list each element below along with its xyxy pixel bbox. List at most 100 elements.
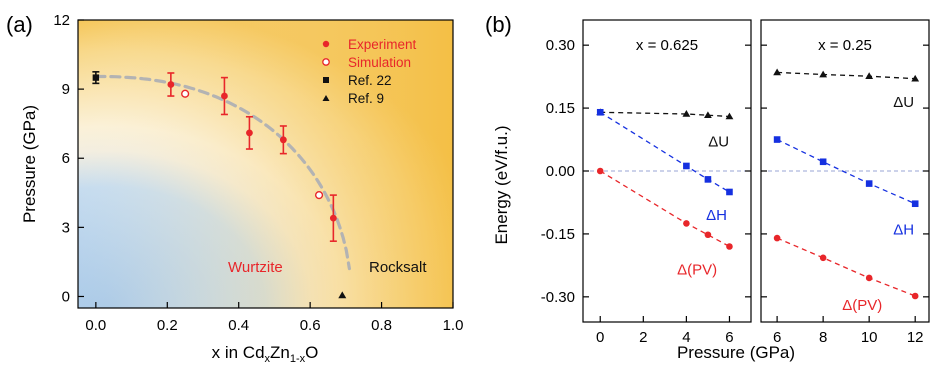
phase-boundary [94, 74, 351, 271]
subpanel-x0625: 0 2 4 6 ΔU ΔH Δ(PV) x = 0.625 [582, 19, 752, 346]
legend-simulation-marker [322, 58, 330, 66]
point-circle [773, 234, 781, 242]
point-experiment [221, 92, 228, 100]
point-square [683, 162, 690, 170]
point-simulation [181, 89, 190, 98]
panel-a-ylabel: Pressure (GPa) [20, 105, 39, 223]
point-triangle [725, 112, 734, 120]
point-square [596, 108, 604, 116]
series-line [776, 237, 916, 297]
x-tick-label: 0.0 [85, 317, 106, 334]
subpanel-frame [582, 19, 752, 323]
legend-experiment: Experiment [348, 37, 417, 52]
x-tick-label: 8 [819, 329, 827, 346]
panel-b-label: (b) [485, 12, 512, 37]
point-triangle [865, 72, 874, 80]
legend-ref22: Ref. 22 [348, 73, 392, 88]
x-tick-label: 6 [725, 329, 733, 346]
x-tick-label: 1.0 [443, 317, 464, 334]
series-line [599, 111, 730, 193]
y-tick-label: 6 [62, 150, 70, 167]
subpanel-x025: 6 8 10 12 ΔU ΔH Δ(PV) x = 0.25 [760, 19, 930, 346]
legend-ref9-marker [322, 95, 330, 101]
series-label: ΔU [708, 134, 729, 151]
panel-a-frame [77, 19, 454, 309]
panel-a-label: (a) [6, 12, 33, 37]
point-square [704, 176, 712, 183]
point-square [819, 158, 827, 166]
panel-a-marks [92, 71, 347, 299]
panel-b-xlabel: Pressure (GPa) [677, 343, 795, 362]
x-tick-label: 0.4 [228, 317, 249, 334]
x-tick-label: 0.2 [157, 317, 178, 334]
x-tick-label: 0.6 [300, 317, 321, 334]
rocksalt-shading [78, 20, 453, 308]
y-tick-label: 0.00 [546, 163, 575, 180]
x-tick-label: 6 [773, 329, 781, 346]
point-circle [726, 243, 733, 250]
series-label: ΔU [893, 94, 914, 111]
point-triangle [704, 111, 712, 119]
legend-simulation: Simulation [348, 55, 411, 70]
point-circle [683, 220, 690, 227]
series-line [600, 111, 730, 118]
point-square [726, 188, 733, 196]
x-tick-label: 0 [596, 329, 604, 346]
panel-a-legend: Experiment Simulation Ref. 22 Ref. 9 [322, 37, 417, 106]
point-experiment [246, 129, 253, 137]
y-tick-label: 0.15 [546, 100, 575, 117]
legend-ref22-marker [323, 77, 329, 83]
wurtzite-label: Wurtzite [228, 259, 283, 276]
y-tick-label: 0 [62, 288, 70, 305]
panel-a-y-ticks: 0 3 6 9 12 [53, 12, 84, 305]
series-label: ΔH [706, 207, 727, 224]
legend-experiment-marker [322, 40, 330, 48]
y-tick-label: 9 [62, 81, 70, 98]
point-triangle [819, 70, 828, 78]
point-triangle [773, 68, 782, 76]
series-line [776, 138, 916, 205]
point-square [773, 136, 781, 143]
panel-a-xlabel: x in CdxZn1-xO [212, 343, 319, 365]
point-circle [596, 167, 604, 175]
point-circle [911, 292, 919, 300]
y-tick-label: -0.30 [541, 289, 575, 306]
subpanel-annotation: x = 0.25 [818, 37, 872, 54]
x-tick-label: 0.8 [371, 317, 392, 334]
point-experiment [167, 81, 175, 88]
series-label: Δ(PV) [677, 262, 717, 279]
subpanel-annotation: x = 0.625 [636, 37, 698, 54]
point-square [911, 200, 919, 208]
panel-a-x-ticks: 0.0 0.2 0.4 0.6 0.8 1.0 [85, 302, 463, 334]
point-simulation [314, 191, 324, 200]
x-tick-label: 12 [907, 329, 924, 346]
panel-a: (a) 0.0 0.2 0.4 0.6 0.8 1.0 0 3 6 9 12 Pressure (… [6, 12, 463, 365]
point-ref-9 [338, 291, 347, 299]
x-tick-label: 2 [639, 329, 647, 346]
point-circle [819, 254, 827, 262]
panel-b-y-ticks: 0.30 0.15 0.00 -0.15 -0.30 [541, 37, 575, 306]
y-tick-label: 3 [62, 219, 70, 236]
legend-ref9: Ref. 9 [348, 91, 384, 106]
panel-b: (b) Energy (eV/f.u.) Pressure (GPa) 0.30… [485, 12, 930, 362]
x-tick-label: 10 [861, 329, 878, 346]
x-tick-label: 4 [682, 329, 690, 346]
point-ref-22 [92, 74, 100, 81]
series-label: ΔH [893, 222, 914, 239]
point-experiment [329, 214, 337, 222]
point-triangle [682, 110, 691, 117]
series-label: Δ(PV) [842, 297, 882, 314]
y-tick-label: 0.30 [546, 37, 575, 54]
rocksalt-label: Rocksalt [369, 259, 427, 276]
series-line [599, 170, 730, 248]
subpanel-frame [760, 19, 930, 323]
y-tick-label: 12 [53, 12, 70, 29]
panel-b-ylabel: Energy (eV/f.u.) [492, 125, 511, 244]
point-experiment [279, 136, 287, 144]
phase-boundary-line [94, 74, 351, 271]
point-triangle [911, 74, 920, 82]
point-circle [865, 274, 873, 282]
point-circle [704, 231, 712, 239]
